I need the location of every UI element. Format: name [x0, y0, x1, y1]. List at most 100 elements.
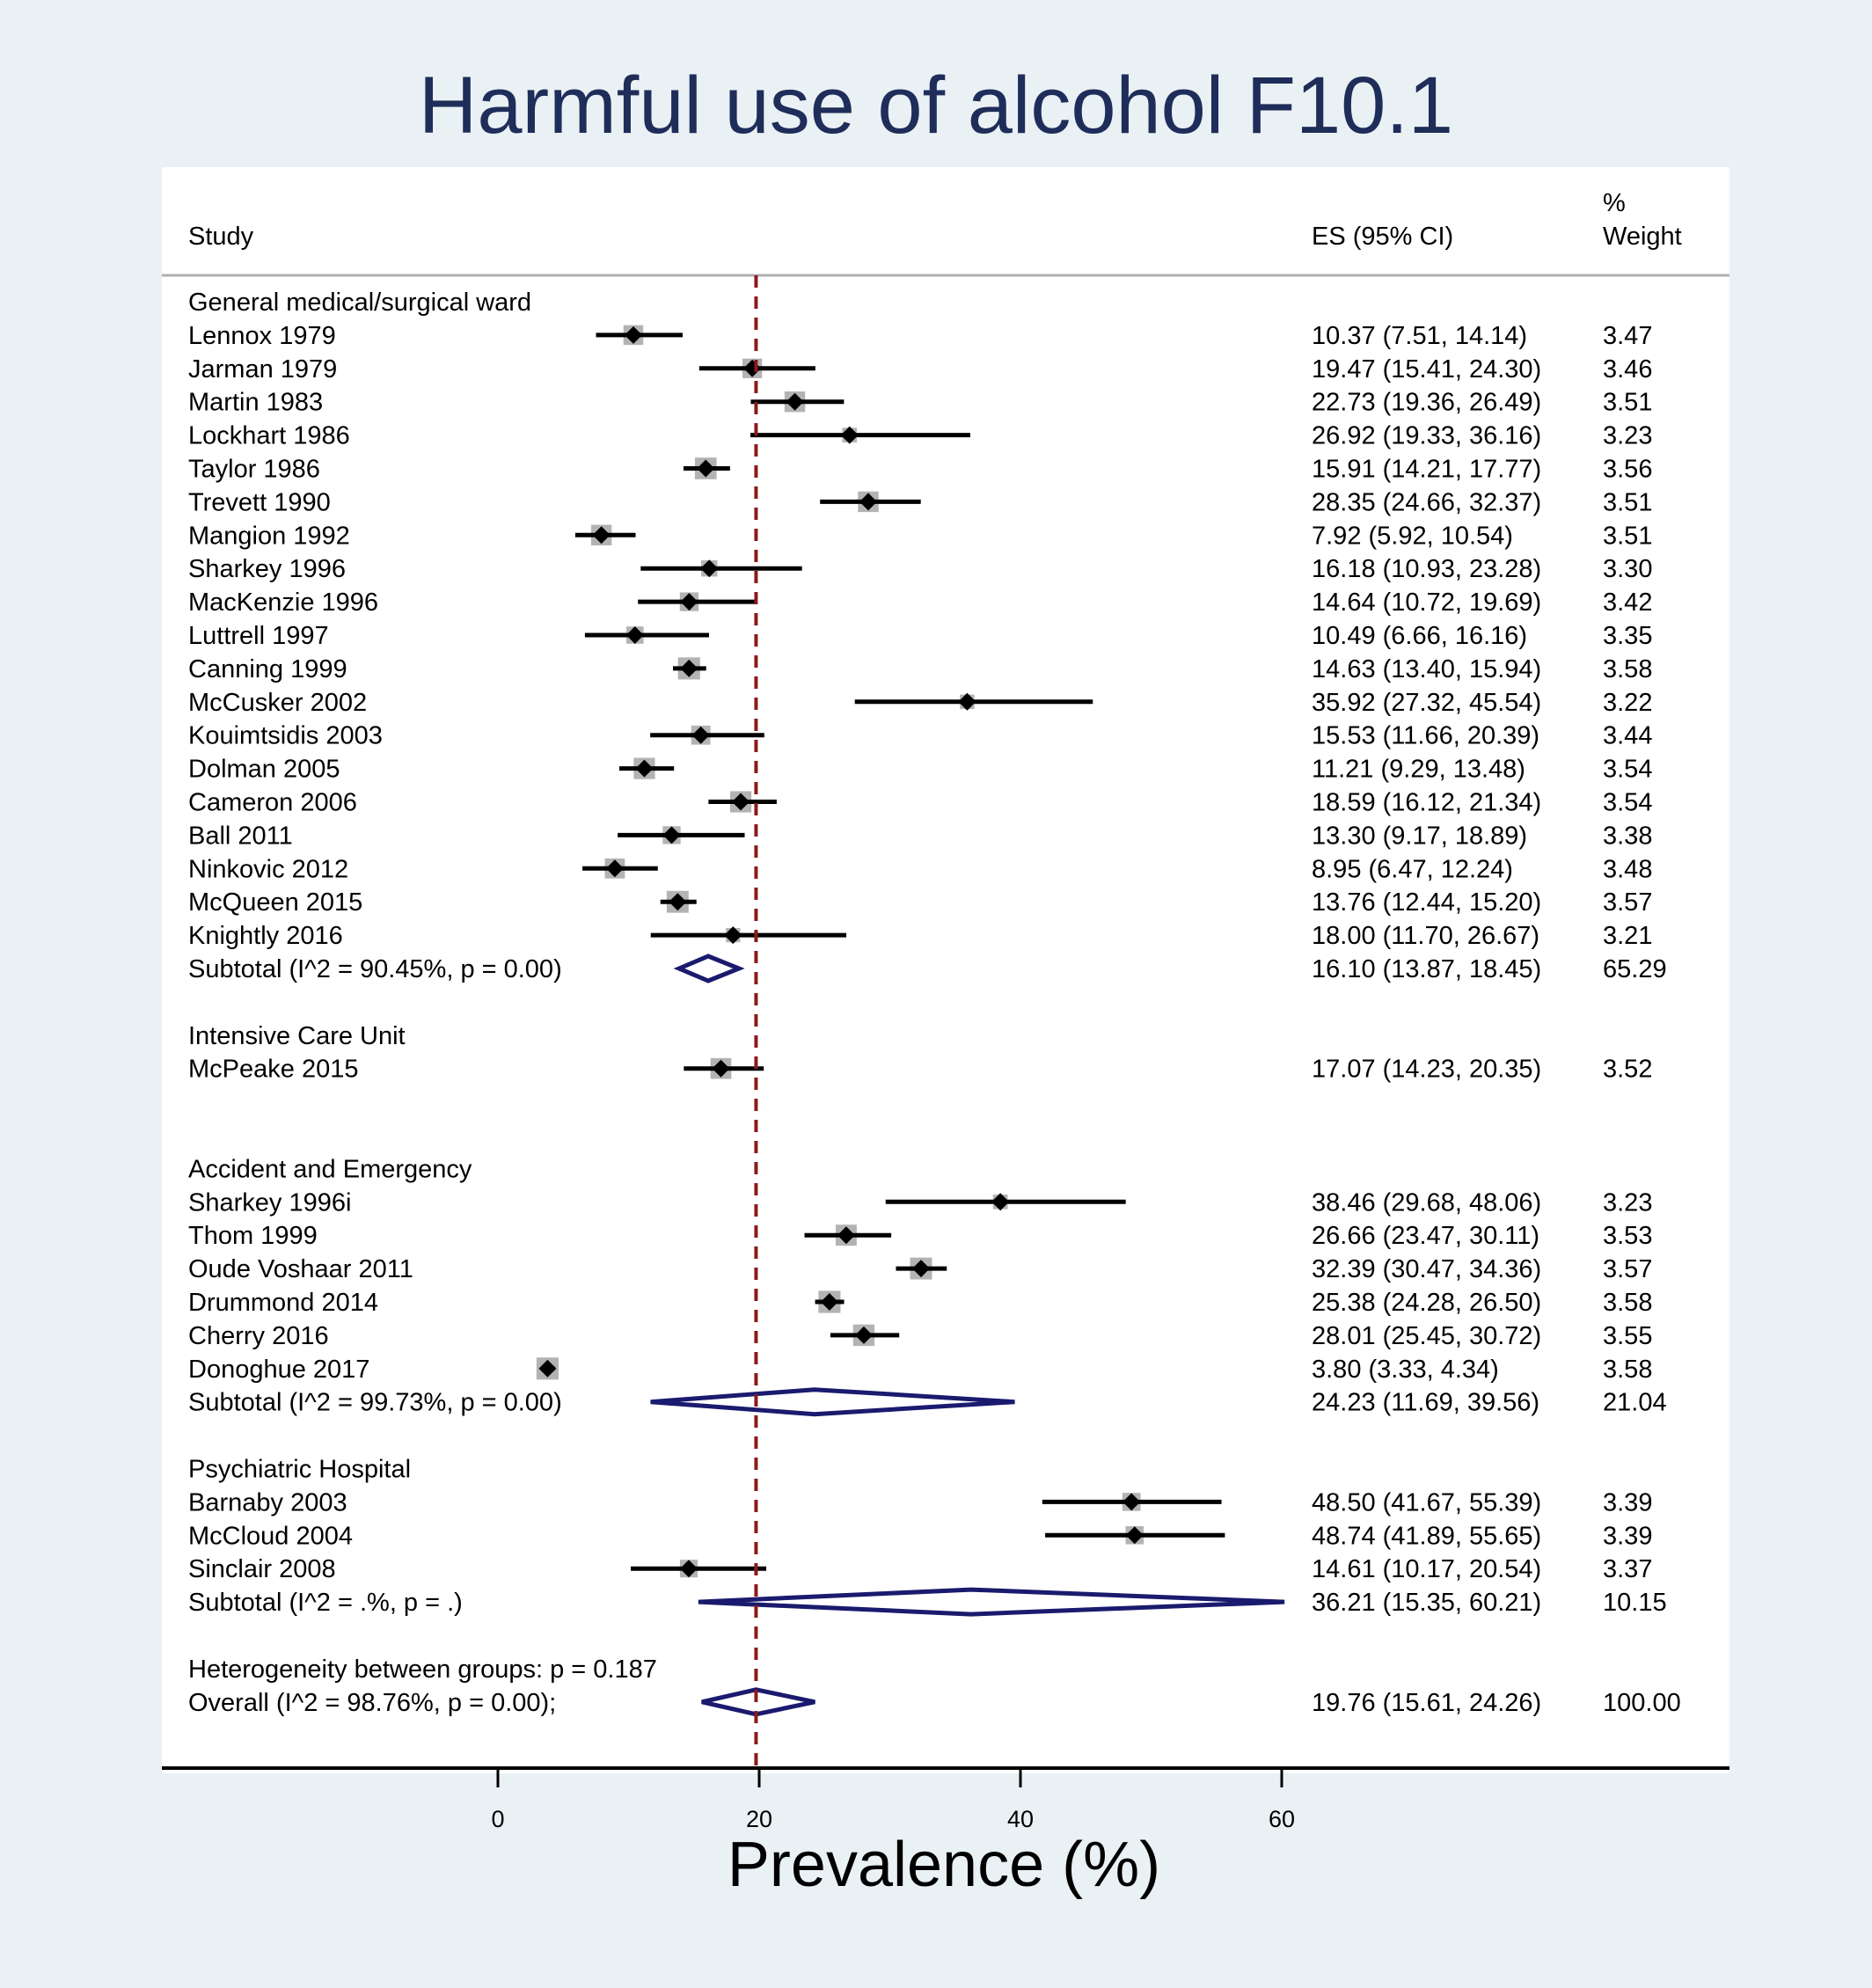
- point-estimate: [911, 1260, 930, 1278]
- study-weight: 3.54: [1603, 789, 1652, 817]
- group-header: Accident and Emergency: [188, 1155, 472, 1183]
- header-study: Study: [188, 223, 254, 251]
- study-es-ci: 13.30 (9.17, 18.89): [1312, 822, 1527, 850]
- study-weight: 3.58: [1603, 655, 1652, 683]
- study-es-ci: 35.92 (27.32, 45.54): [1312, 689, 1541, 717]
- overall-label: Overall (I^2 = 98.76%, p = 0.00);: [188, 1689, 556, 1717]
- point-estimate: [712, 1059, 730, 1078]
- point-estimate: [605, 859, 624, 878]
- study-weight: 3.37: [1603, 1555, 1652, 1583]
- point-estimate: [724, 926, 742, 945]
- study-es-ci: 32.39 (30.47, 34.36): [1312, 1255, 1541, 1283]
- point-estimate: [680, 659, 698, 677]
- point-estimate: [697, 459, 715, 478]
- study-es-ci: 7.92 (5.92, 10.54): [1312, 522, 1513, 550]
- study-label: Mangion 1992: [188, 522, 350, 550]
- study-weight: 3.42: [1603, 588, 1652, 617]
- study-es-ci: 18.59 (16.12, 21.34): [1312, 789, 1541, 817]
- study-label: Sharkey 1996i: [188, 1188, 351, 1217]
- subtotal-diamond: [698, 1587, 1285, 1617]
- study-weight: 3.51: [1603, 389, 1652, 417]
- study-label: Oude Voshaar 2011: [188, 1255, 413, 1283]
- subtotal-es-ci: 24.23 (11.69, 39.56): [1312, 1389, 1539, 1417]
- point-estimate: [958, 692, 976, 711]
- study-label: Drummond 2014: [188, 1289, 378, 1317]
- point-estimate: [991, 1193, 1010, 1211]
- study-weight: 3.22: [1603, 689, 1652, 717]
- study-es-ci: 14.63 (13.40, 15.94): [1312, 655, 1541, 683]
- study-weight: 3.47: [1603, 322, 1652, 350]
- study-label: Sharkey 1996: [188, 555, 346, 583]
- study-es-ci: 28.01 (25.45, 30.72): [1312, 1322, 1541, 1350]
- study-label: McCusker 2002: [188, 689, 367, 717]
- chart-title: Harmful use of alcohol F10.1: [418, 61, 1454, 150]
- x-axis: 0 20 40 60: [491, 1768, 1295, 1832]
- heterogeneity-text: Heterogeneity between groups: p = 0.187: [188, 1655, 657, 1684]
- study-weight: 3.58: [1603, 1289, 1652, 1317]
- study-label: Luttrell 1997: [188, 622, 329, 650]
- study-weight: 3.52: [1603, 1056, 1652, 1084]
- point-estimate: [679, 1560, 698, 1578]
- study-weight: 3.51: [1603, 522, 1652, 550]
- study-label: McCloud 2004: [188, 1522, 353, 1550]
- study-label: Kouimtsidis 2003: [188, 722, 383, 750]
- study-es-ci: 48.74 (41.89, 55.65): [1312, 1522, 1541, 1550]
- study-weight: 3.55: [1603, 1322, 1652, 1350]
- group-header: General medical/surgical ward: [188, 289, 531, 317]
- point-estimate: [786, 392, 804, 411]
- study-es-ci: 48.50 (41.67, 55.39): [1312, 1488, 1541, 1517]
- point-estimate: [662, 826, 681, 844]
- study-label: Sinclair 2008: [188, 1555, 336, 1583]
- x-axis-title: Prevalence (%): [728, 1830, 1160, 1900]
- point-estimate: [680, 593, 698, 611]
- overall-es-ci: 19.76 (15.61, 24.26): [1312, 1689, 1541, 1717]
- study-es-ci: 10.37 (7.51, 14.14): [1312, 322, 1527, 350]
- study-weight: 3.56: [1603, 456, 1652, 484]
- forest-rows: General medical/surgical ward Lennox 1979…: [188, 275, 1681, 1768]
- study-es-ci: 28.35 (24.66, 32.37): [1312, 488, 1541, 516]
- study-label: Martin 1983: [188, 389, 323, 417]
- x-tick-label: 40: [1007, 1806, 1034, 1832]
- study-weight: 3.57: [1603, 1255, 1652, 1283]
- study-label: Cherry 2016: [188, 1322, 329, 1350]
- study-label: Lennox 1979: [188, 322, 336, 350]
- study-weight: 3.46: [1603, 355, 1652, 384]
- study-es-ci: 26.92 (19.33, 36.16): [1312, 422, 1541, 450]
- study-label: Barnaby 2003: [188, 1488, 347, 1517]
- study-es-ci: 16.18 (10.93, 23.28): [1312, 555, 1541, 583]
- study-weight: 3.58: [1603, 1356, 1652, 1384]
- study-weight: 3.48: [1603, 855, 1652, 883]
- study-es-ci: 15.91 (14.21, 17.77): [1312, 456, 1541, 484]
- point-estimate: [859, 493, 877, 511]
- subtotal-label: Subtotal (I^2 = 90.45%, p = 0.00): [188, 955, 562, 983]
- subtotal-diamond: [673, 954, 745, 983]
- subtotal-diamond: [650, 1387, 1015, 1417]
- overall-diamond: [701, 1687, 815, 1717]
- subtotal-label: Subtotal (I^2 = .%, p = .): [188, 1589, 463, 1617]
- x-tick-label: 0: [491, 1806, 504, 1832]
- header-weight: Weight: [1603, 223, 1682, 251]
- x-tick-label: 20: [746, 1806, 772, 1832]
- study-weight: 3.23: [1603, 422, 1652, 450]
- study-es-ci: 13.76 (12.44, 15.20): [1312, 888, 1541, 917]
- study-es-ci: 18.00 (11.70, 26.67): [1312, 922, 1539, 950]
- group-header: Intensive Care Unit: [188, 1022, 406, 1050]
- study-es-ci: 25.38 (24.28, 26.50): [1312, 1289, 1541, 1317]
- point-estimate: [732, 793, 750, 811]
- study-label: MacKenzie 1996: [188, 588, 378, 617]
- study-es-ci: 22.73 (19.36, 26.49): [1312, 389, 1541, 417]
- study-weight: 3.23: [1603, 1188, 1652, 1217]
- study-weight: 3.57: [1603, 888, 1652, 917]
- study-label: Knightly 2016: [188, 922, 343, 950]
- study-label: Cameron 2006: [188, 789, 357, 817]
- point-estimate: [538, 1359, 557, 1378]
- study-es-ci: 17.07 (14.23, 20.35): [1312, 1056, 1541, 1084]
- study-es-ci: 19.47 (15.41, 24.30): [1312, 355, 1541, 384]
- study-label: Thom 1999: [188, 1222, 318, 1250]
- study-label: Canning 1999: [188, 655, 347, 683]
- study-es-ci: 10.49 (6.66, 16.16): [1312, 622, 1527, 650]
- study-label: Lockhart 1986: [188, 422, 350, 450]
- point-estimate: [625, 626, 644, 644]
- point-estimate: [691, 726, 710, 744]
